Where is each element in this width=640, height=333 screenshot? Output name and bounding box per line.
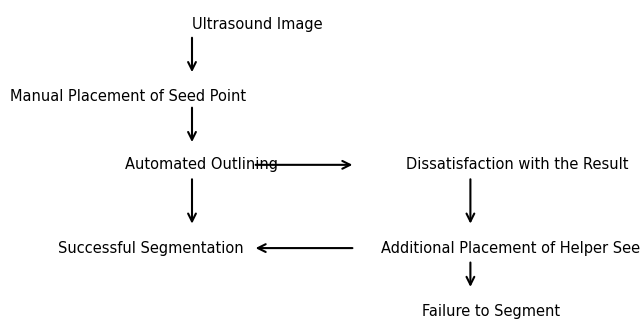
Text: Ultrasound Image: Ultrasound Image xyxy=(192,17,323,33)
Text: Additional Placement of Helper Seeds: Additional Placement of Helper Seeds xyxy=(381,240,640,256)
Text: Manual Placement of Seed Point: Manual Placement of Seed Point xyxy=(10,89,246,104)
Text: Dissatisfaction with the Result: Dissatisfaction with the Result xyxy=(406,157,629,172)
Text: Failure to Segment: Failure to Segment xyxy=(422,304,561,319)
Text: Automated Outlining: Automated Outlining xyxy=(125,157,278,172)
Text: Successful Segmentation: Successful Segmentation xyxy=(58,240,243,256)
